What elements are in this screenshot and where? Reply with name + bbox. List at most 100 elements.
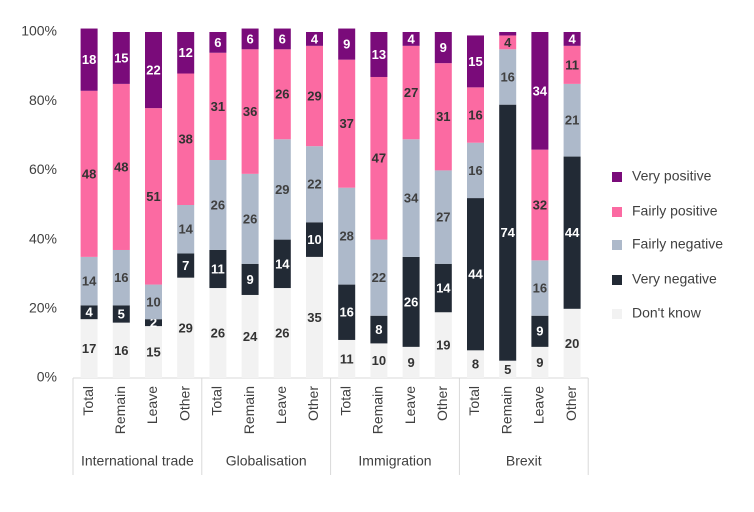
bar-segment [80, 256, 98, 306]
x-tick-label: Leave [402, 386, 418, 424]
group-label: International trade [81, 453, 194, 469]
bar-segment [209, 52, 227, 161]
bar-segment [370, 239, 388, 316]
value-label: 10 [307, 232, 321, 247]
value-label: 6 [279, 31, 286, 46]
bar-segment [112, 249, 130, 306]
x-tick-label: Leave [144, 386, 160, 424]
bar-segment [241, 49, 259, 174]
value-label: 48 [82, 166, 96, 181]
bar-segment [112, 32, 130, 84]
bar-segment [434, 263, 452, 313]
bar-segment [177, 73, 195, 206]
y-tick-label: 100% [21, 23, 57, 39]
bar-segment [499, 32, 517, 36]
group-label: Brexit [506, 453, 542, 469]
value-label: 4 [311, 31, 319, 46]
bar-segment [434, 63, 452, 171]
value-label: 26 [211, 325, 225, 340]
value-label: 16 [339, 305, 353, 320]
legend-label: Very negative [632, 271, 717, 287]
x-tick-label: Total [466, 386, 482, 416]
value-label: 21 [565, 113, 579, 128]
bar-segment [241, 263, 259, 295]
value-label: 47 [372, 151, 386, 166]
bar-segment [112, 83, 130, 250]
bar-segment [531, 260, 549, 316]
x-tick-label: Remain [370, 386, 386, 434]
legend-label: Fairly negative [632, 236, 723, 252]
y-tick-label: 80% [29, 92, 57, 108]
x-tick-label: Total [209, 386, 225, 416]
bar-segment [338, 28, 356, 60]
bar-segment [499, 360, 517, 378]
value-label: 8 [375, 322, 382, 337]
bar-segment [402, 32, 420, 46]
value-label: 28 [339, 229, 353, 244]
bar-segment [402, 346, 420, 378]
x-tick-label: Other [176, 386, 192, 421]
bar-segment [531, 346, 549, 378]
x-tick-label: Remain [112, 386, 128, 434]
value-label: 13 [372, 47, 386, 62]
x-tick-label: Leave [531, 386, 547, 424]
value-label: 5 [118, 306, 125, 321]
value-label: 14 [82, 274, 97, 289]
value-label: 31 [211, 99, 225, 114]
value-label: 27 [404, 85, 418, 100]
bar-segment [209, 32, 227, 53]
x-tick-label: Other [434, 386, 450, 421]
value-label: 36 [243, 104, 257, 119]
value-label: 15 [146, 344, 160, 359]
value-label: 4 [568, 31, 576, 46]
bar-segment [531, 32, 549, 150]
value-label: 27 [436, 210, 450, 225]
bar-segment [370, 76, 388, 240]
value-label: 29 [178, 320, 192, 335]
value-label: 51 [146, 189, 160, 204]
value-label: 4 [407, 31, 415, 46]
bar-segment [563, 156, 581, 309]
bar-segment [499, 104, 517, 361]
value-label: 4 [504, 35, 512, 50]
bar-segment [273, 28, 291, 50]
x-tick-label: Remain [498, 386, 514, 434]
bar-segment [209, 288, 227, 378]
bar-segment [434, 32, 452, 64]
x-tick-label: Remain [241, 386, 257, 434]
bar-segment [306, 146, 323, 223]
legend-label: Very positive [632, 168, 712, 184]
value-label: 15 [468, 54, 482, 69]
bar-segment [467, 35, 484, 88]
group-label: Globalisation [226, 453, 307, 469]
bar-segment [563, 83, 581, 157]
bar-segment [273, 288, 291, 378]
value-label: 9 [536, 324, 543, 339]
x-tick-label: Total [337, 386, 353, 416]
value-label: 26 [404, 294, 418, 309]
bar-segment [402, 45, 420, 140]
bar-segment [209, 160, 227, 250]
bar-segment [306, 45, 323, 147]
value-label: 6 [246, 31, 253, 46]
bar-segment [370, 315, 388, 344]
value-label: 6 [214, 35, 221, 50]
value-label: 22 [307, 177, 321, 192]
value-label: 32 [533, 197, 547, 212]
bar-segment [499, 49, 517, 105]
value-label: 24 [243, 329, 258, 344]
bar-segment [145, 326, 162, 378]
bar-segment [402, 139, 420, 257]
x-tick-label: Leave [273, 386, 289, 424]
bar-segment [499, 35, 517, 50]
value-label: 26 [243, 211, 257, 226]
legend-swatch [612, 240, 622, 250]
value-label: 11 [340, 351, 354, 366]
value-label: 9 [536, 355, 543, 370]
value-label: 29 [275, 182, 289, 197]
x-tick-label: Other [563, 386, 579, 421]
bar-segment [80, 28, 98, 91]
x-tick-label: Total [80, 386, 96, 416]
bar-segment [563, 45, 581, 84]
value-label: 48 [114, 159, 128, 174]
